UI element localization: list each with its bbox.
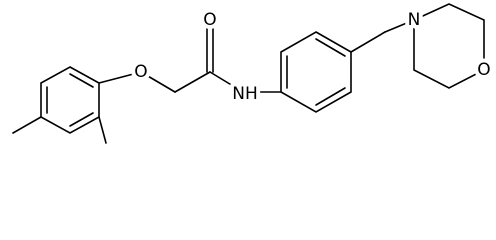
methyl-bond <box>12 116 42 134</box>
benzene-ring <box>280 31 352 113</box>
methyl-bond <box>98 116 107 144</box>
atom-label: O <box>477 60 490 80</box>
benzene-ring <box>40 66 100 134</box>
aromatic-double-bond <box>69 112 94 127</box>
atom-label: O <box>203 10 216 30</box>
atom-label: N <box>408 10 421 30</box>
bond <box>350 31 386 53</box>
bond <box>140 71 176 93</box>
atom-labels: O O NH N O <box>130 6 494 108</box>
aromatic-double-bond <box>315 38 346 57</box>
bond <box>209 71 244 93</box>
bond <box>174 71 211 93</box>
atom-label: NH <box>232 84 258 104</box>
aromatic-double-bond <box>69 73 94 88</box>
bond <box>384 19 415 33</box>
aromatic-double-bond <box>315 87 346 106</box>
morpholine-ring <box>413 3 485 89</box>
atom-label: O <box>134 62 147 82</box>
bonds <box>12 3 485 144</box>
bond <box>98 71 142 84</box>
molecule-diagram: O O NH N O <box>12 3 494 144</box>
